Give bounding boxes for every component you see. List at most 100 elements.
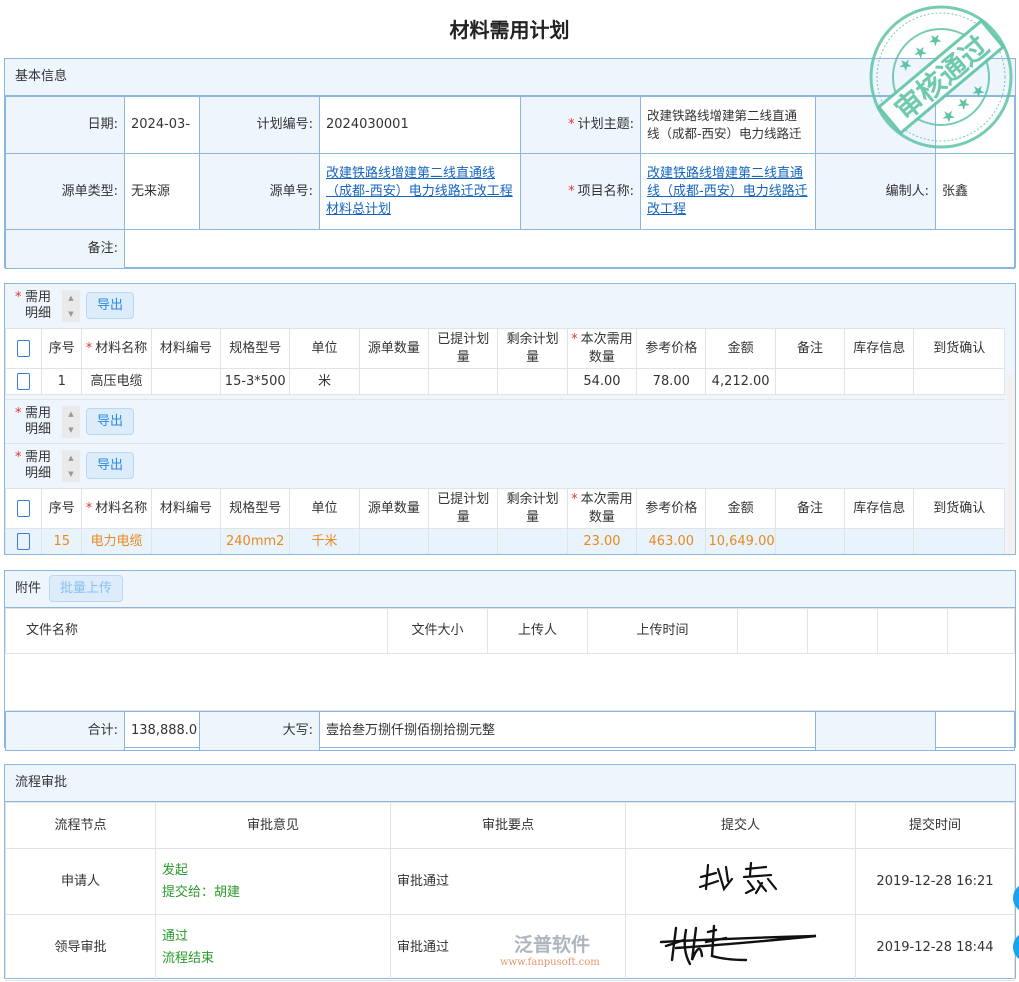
col-header: 材料编号 (150, 328, 222, 369)
col-file-size: 文件大小 (387, 608, 488, 654)
approval-section: 流程审批 流程节点 审批意见 审批要点 提交人 提交时间 申请人 发起 提交给：胡… (4, 764, 1016, 981)
cell-amount: 10,649.00 (705, 528, 776, 554)
col-header: 库存信息 (844, 328, 915, 369)
float-button[interactable] (1013, 883, 1019, 913)
col-header: * 本次需用数量 (566, 488, 638, 529)
remark-field[interactable] (124, 229, 1015, 269)
col-header: 序号 (41, 488, 83, 529)
spinner[interactable]: ▲ ▼ (62, 290, 80, 322)
col-header: 已提计划量 (428, 328, 499, 369)
col-header: 源单数量 (358, 328, 430, 369)
col-header: 参考价格 (636, 488, 707, 529)
approved-stamp: 审核通过 ★ ★ ★ ★ ★ ★ (869, 5, 1013, 149)
node: 申请人 (5, 848, 156, 915)
cell-name: 电力电缆 (81, 528, 152, 554)
total-label: 合计: (5, 711, 125, 751)
page-title: 材料需用计划 (449, 18, 570, 42)
cell-unit: 米 (289, 368, 360, 395)
theme-label: 计划主题: (577, 117, 634, 132)
src-type-field[interactable]: 无来源 (124, 153, 200, 230)
scrollbar[interactable] (1007, 374, 1015, 554)
export-button[interactable]: 导出 (86, 292, 134, 319)
theme-field[interactable]: 改建铁路线增建第二线直通线（成都-西安）电力线路迁 (640, 96, 816, 154)
detail-panel: * 需用明细 ▲ ▼ 导出 序号 * 材料名称 材料编号 规格型号 单位 源单数量 已提计划量 剩余计划量… (5, 284, 1005, 400)
col-header: 备注 (774, 328, 846, 369)
detail-panel: * 需用明细 ▲ ▼ 导出 序号 * 材料名称 材料编号 规格型号 单位 源单数量 已提计划量 剩余计划量… (5, 444, 1005, 554)
opinion: 提交给：胡建 (162, 884, 241, 900)
col-time: 提交时间 (855, 802, 1015, 849)
col-header: * 材料名称 (81, 328, 152, 369)
cell-name: 高压电缆 (81, 368, 152, 395)
project-label: 项目名称: (577, 183, 634, 199)
maker-field: 张鑫 (935, 153, 1015, 230)
col-header: 剩余计划量 (497, 488, 568, 529)
caps-label: 大写: (199, 711, 320, 751)
signature-hujian (625, 914, 856, 981)
col-header: 到货确认 (913, 488, 1005, 529)
row-checkbox[interactable] (17, 532, 31, 550)
maker-label: 编制人: (815, 153, 936, 230)
detail-label: 需用明细 (25, 450, 52, 481)
time: 2019-12-28 16:21 (855, 848, 1015, 915)
col-uploader: 上传人 (487, 608, 588, 654)
float-button[interactable] (1013, 932, 1019, 962)
col-file-name: 文件名称 (5, 608, 388, 654)
spinner[interactable]: ▲ ▼ (62, 406, 80, 438)
col-header: 单位 (289, 328, 360, 369)
batch-upload-button[interactable]: 批量上传 (49, 575, 123, 602)
col-header: 金额 (705, 328, 776, 369)
src-type-label: 源单类型: (5, 153, 125, 230)
cell-price: 463.00 (636, 528, 707, 554)
table-row[interactable]: 15 电力电缆 240mm2 千米 23.00 463.00 10,649.00 (5, 528, 1005, 554)
col-signer: 提交人 (625, 802, 856, 849)
project-link[interactable]: 改建铁路线增建第二线直通线（成都-西安）电力线路迁改工程 (647, 165, 808, 217)
col-point: 审批要点 (390, 802, 626, 849)
cell-no: 1 (41, 368, 83, 395)
total-value: 138,888.0 (124, 711, 200, 751)
opinion: 流程结束 (162, 950, 215, 966)
col-header: 单位 (289, 488, 360, 529)
src-no-link[interactable]: 改建铁路线增建第二线直通线（成都-西安）电力线路迁改工程材料总计划 (326, 165, 513, 217)
col-header: 规格型号 (220, 488, 291, 529)
opinion: 通过 (162, 928, 189, 944)
cell-no: 15 (41, 528, 83, 554)
detail-section: * 需用明细 ▲ ▼ 导出 序号 * 材料名称 材料编号 规格型号 单位 源单数量 已提计划量 剩余计划量… (4, 283, 1016, 555)
node: 领导审批 (5, 914, 156, 981)
section-header: 流程审批 (5, 765, 1015, 802)
attachment-section: 附件 批量上传 文件名称 文件大小 上传人 上传时间 合计: 138,888.0… (4, 570, 1016, 751)
export-button[interactable]: 导出 (86, 408, 134, 435)
section-header: 附件 (15, 581, 42, 596)
col-upload-time: 上传时间 (587, 608, 738, 654)
caps-value: 壹拾叁万捌仟捌佰捌拾捌元整 (319, 711, 816, 751)
point: 审批通过 (390, 848, 626, 915)
cell-code (150, 528, 222, 554)
opinion: 发起 (162, 862, 189, 878)
col-header: * 本次需用数量 (566, 328, 638, 369)
col-header: 备注 (774, 488, 846, 529)
cell-qty: 23.00 (566, 528, 638, 554)
code-field[interactable]: 2024030001 (319, 96, 521, 154)
signature-zhangxin (625, 848, 856, 915)
cell-spec: 240mm2 (220, 528, 291, 554)
select-all-checkbox[interactable] (17, 499, 31, 517)
table-row[interactable]: 1 高压电缆 15-3*500 米 54.00 78.00 4,212.00 (5, 368, 1005, 395)
fanpu-watermark: 泛普软件 www.fanpusoft.com (500, 934, 600, 968)
section-header: 基本信息 (5, 59, 1015, 96)
export-button[interactable]: 导出 (86, 452, 134, 479)
col-header: 到货确认 (913, 328, 1005, 369)
col-header: 库存信息 (844, 488, 915, 529)
date-field[interactable]: 2024-03- (124, 96, 200, 154)
detail-label: 需用明细 (25, 290, 52, 321)
time: 2019-12-28 18:44 (855, 914, 1015, 981)
remark-label: 备注: (5, 229, 125, 269)
row-checkbox[interactable] (17, 372, 31, 390)
col-header: 序号 (41, 328, 83, 369)
approval-row: 申请人 发起提交给：胡建 审批通过 2019-12-28 16:21 (5, 848, 1015, 915)
spinner[interactable]: ▲ ▼ (62, 450, 80, 482)
cell-code (150, 368, 222, 395)
select-all-checkbox[interactable] (17, 339, 31, 357)
code-label: 计划编号: (199, 96, 320, 154)
cell-amount: 4,212.00 (705, 368, 776, 395)
col-node: 流程节点 (5, 802, 156, 849)
point: 审批通过 (390, 914, 626, 981)
